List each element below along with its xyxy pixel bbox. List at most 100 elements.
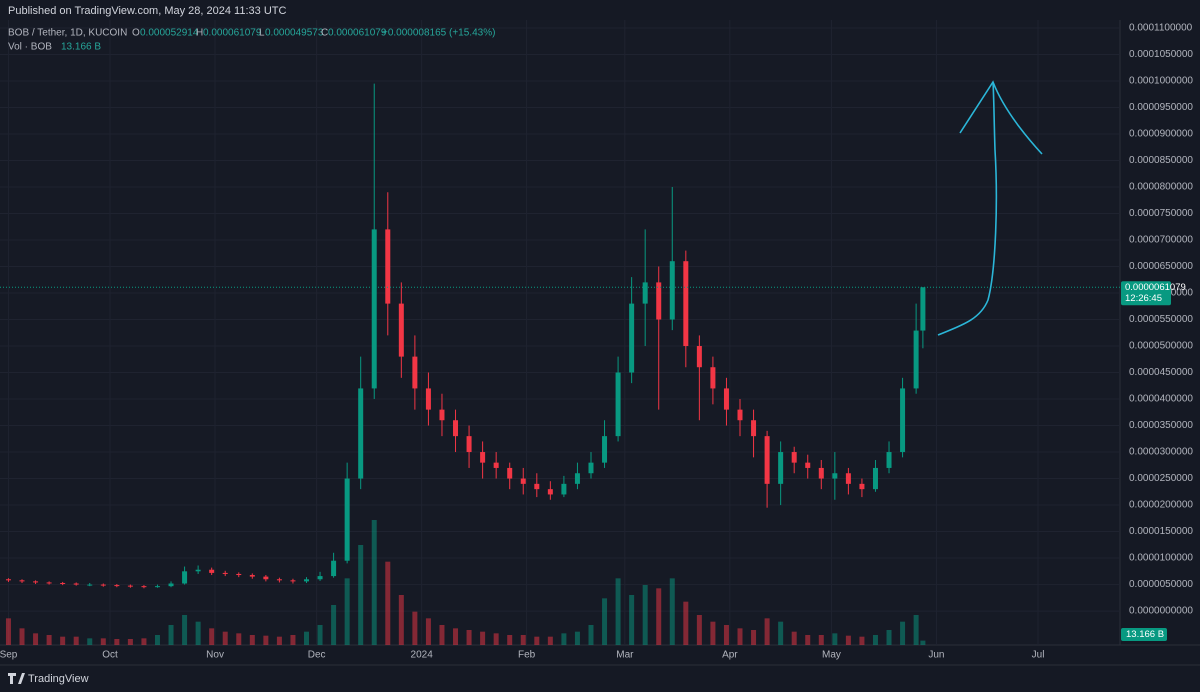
volume-bar bbox=[127, 639, 133, 645]
volume-bar bbox=[385, 561, 391, 645]
volume-bar bbox=[507, 635, 513, 645]
volume-bar bbox=[46, 635, 52, 645]
candle-body bbox=[520, 478, 526, 484]
open-value: 0.000052914 bbox=[140, 28, 199, 39]
x-tick-label: 2024 bbox=[411, 650, 434, 661]
x-tick-label: Feb bbox=[518, 650, 536, 661]
candle-body bbox=[453, 420, 459, 437]
y-tick-label: 0.0000750000 bbox=[1129, 208, 1193, 219]
x-tick-label: Dec bbox=[308, 650, 326, 661]
volume-bar bbox=[778, 621, 784, 645]
candle-body bbox=[290, 580, 296, 582]
y-tick-label: 0.0001100000 bbox=[1129, 23, 1193, 34]
x-tick-label: Apr bbox=[722, 650, 738, 661]
plot-area bbox=[0, 20, 1120, 645]
y-tick-label: 0.0000800000 bbox=[1129, 182, 1193, 193]
volume-bar bbox=[209, 628, 215, 645]
candle-body bbox=[832, 473, 838, 479]
volume-bar bbox=[290, 635, 296, 645]
volume-bar bbox=[19, 628, 25, 645]
candle-body bbox=[751, 420, 757, 437]
volume-bar bbox=[859, 636, 865, 645]
volume-bar bbox=[60, 636, 66, 645]
volume-bar bbox=[33, 633, 39, 645]
volume-bar bbox=[412, 611, 418, 645]
candle-body bbox=[723, 388, 729, 410]
x-tick-label: May bbox=[822, 650, 841, 661]
last-price-badge bbox=[1121, 281, 1171, 306]
volume-bar bbox=[656, 588, 662, 645]
volume-bar bbox=[114, 639, 120, 645]
candle-body bbox=[127, 585, 133, 587]
volume-bar bbox=[832, 633, 838, 645]
candle-body bbox=[669, 261, 675, 320]
candle-body bbox=[561, 483, 567, 495]
x-tick-label: Mar bbox=[616, 650, 634, 661]
candle-body bbox=[642, 282, 648, 304]
volume-bar bbox=[642, 585, 648, 645]
volume-bar bbox=[195, 621, 201, 645]
candle-body bbox=[385, 229, 391, 304]
y-tick-label: 0.0000850000 bbox=[1129, 155, 1193, 166]
volume-bar bbox=[683, 601, 689, 645]
volume-bar bbox=[182, 615, 188, 645]
candle-body bbox=[534, 483, 540, 490]
candle-body bbox=[845, 473, 851, 484]
volume-bar bbox=[344, 578, 350, 645]
candle-body bbox=[236, 573, 242, 576]
volume-bar bbox=[453, 628, 459, 645]
volume-bar bbox=[249, 635, 255, 645]
high-value: 0.000061079 bbox=[203, 28, 262, 39]
candle-body bbox=[710, 367, 716, 389]
volume-bar bbox=[872, 635, 878, 645]
volume-bar bbox=[5, 618, 11, 645]
volume-bar bbox=[276, 636, 282, 645]
last-price-label: 0.0000061079 bbox=[1125, 282, 1186, 293]
candle-body bbox=[737, 409, 743, 421]
candle-body bbox=[154, 586, 160, 588]
volume-bar bbox=[913, 615, 919, 645]
axes: 0.0000000000 0.0000050000 0.0000100000 0.00… bbox=[0, 23, 1193, 661]
volume-bar bbox=[723, 625, 729, 645]
candle-body bbox=[331, 560, 337, 577]
candle-body bbox=[19, 580, 25, 582]
candle-body bbox=[629, 303, 635, 373]
y-tick-label: 0.0000450000 bbox=[1129, 367, 1193, 378]
candle-body bbox=[371, 229, 377, 389]
candle-body bbox=[791, 452, 797, 463]
published-note: Published on TradingView.com, May 28, 20… bbox=[8, 5, 286, 17]
candle-body bbox=[805, 462, 811, 468]
candle-body bbox=[547, 489, 553, 495]
candle-body bbox=[920, 287, 926, 331]
candle-body bbox=[249, 575, 255, 577]
y-tick-label: 0.0000950000 bbox=[1129, 102, 1193, 113]
candle-body bbox=[900, 388, 906, 453]
volume-bar bbox=[317, 625, 323, 645]
volume-badge-label: 13.166 B bbox=[1126, 629, 1164, 640]
candle-body bbox=[778, 452, 784, 484]
x-tick-label: Nov bbox=[206, 650, 224, 661]
volume-bar bbox=[602, 598, 608, 645]
volume-bar bbox=[791, 631, 797, 645]
candle-body bbox=[412, 356, 418, 389]
brand: TradingView bbox=[8, 673, 89, 685]
open-label: O bbox=[132, 28, 140, 39]
candle-body bbox=[696, 346, 702, 368]
volume-bar bbox=[466, 630, 472, 645]
candle-body bbox=[818, 467, 824, 479]
volume-bar bbox=[629, 595, 635, 645]
candle-body bbox=[276, 579, 282, 581]
y-tick-label: 0.0000700000 bbox=[1129, 235, 1193, 246]
volume-bar bbox=[920, 640, 926, 645]
candle-body bbox=[141, 586, 147, 588]
volume-bar bbox=[588, 625, 594, 645]
volume-bar bbox=[371, 520, 377, 645]
close-label: C bbox=[321, 28, 328, 39]
change-value: +0.000008165 (+15.43%) bbox=[382, 28, 495, 39]
candle-body bbox=[317, 576, 323, 580]
volume-bar bbox=[222, 631, 228, 645]
volume-bar bbox=[100, 638, 106, 645]
x-tick-label: Oct bbox=[102, 650, 118, 661]
grid bbox=[0, 20, 1120, 645]
